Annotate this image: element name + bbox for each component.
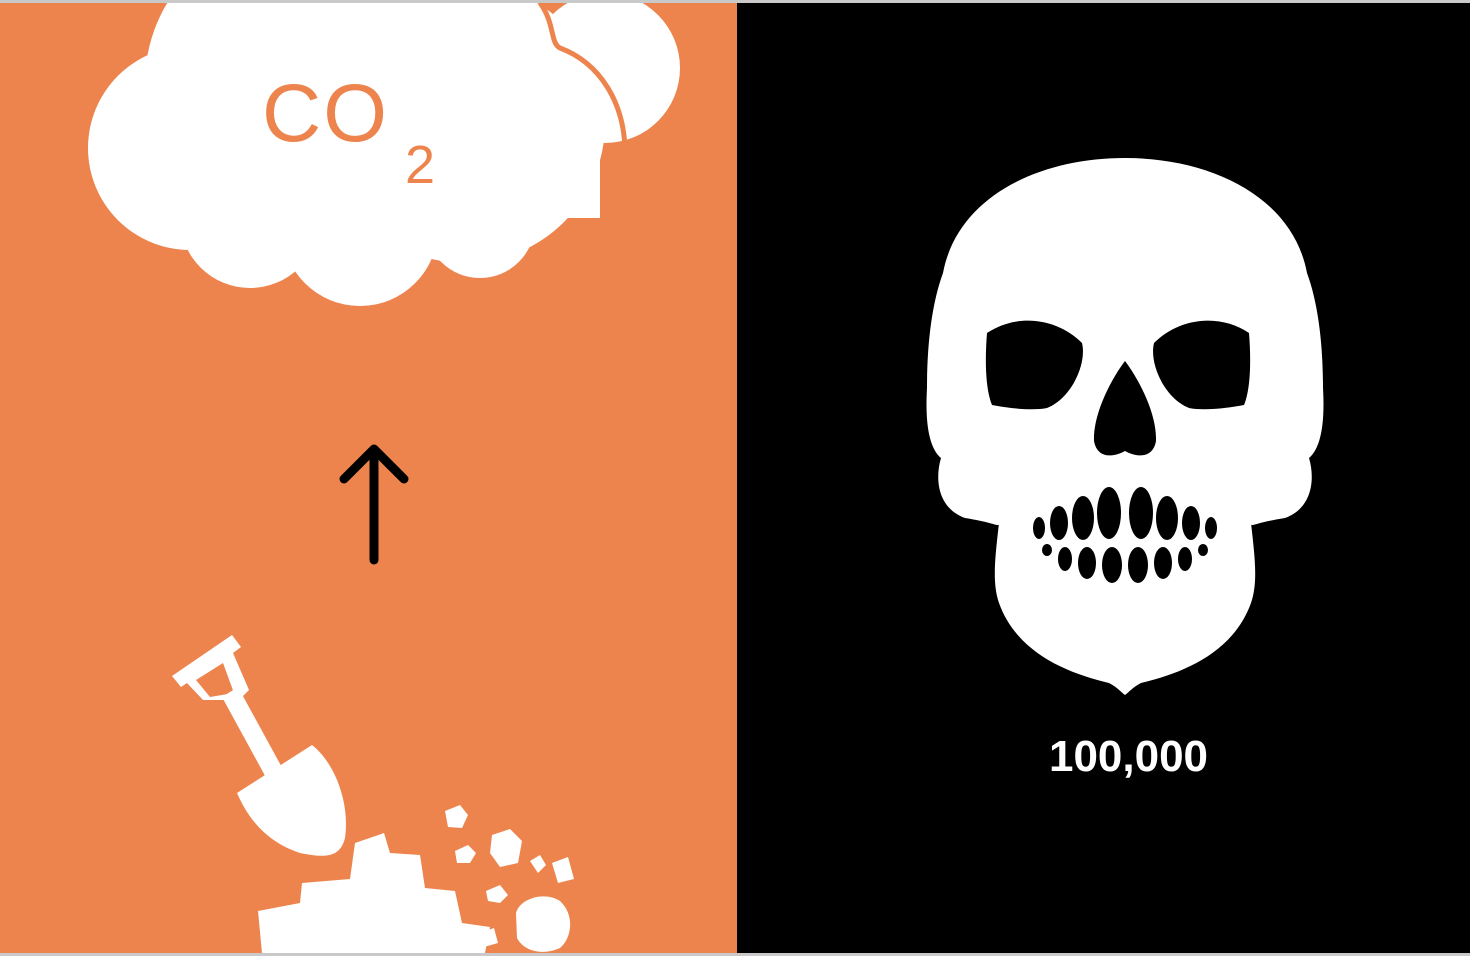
right-panel: 100,000 bbox=[737, 3, 1470, 953]
left-panel-art bbox=[88, 3, 680, 953]
right-panel-art bbox=[926, 158, 1324, 695]
co2-subscript: 2 bbox=[405, 135, 436, 195]
shovel-icon bbox=[172, 635, 346, 856]
dirt-pile-icon bbox=[258, 805, 574, 953]
up-arrow-icon bbox=[339, 444, 409, 565]
death-count-label: 100,000 bbox=[1048, 732, 1209, 781]
skull-icon bbox=[926, 158, 1324, 695]
left-panel: CO 2 bbox=[0, 3, 737, 953]
cloud-outline bbox=[537, 3, 628, 154]
co2-label: CO bbox=[262, 68, 389, 159]
cloud-icon bbox=[88, 3, 680, 306]
